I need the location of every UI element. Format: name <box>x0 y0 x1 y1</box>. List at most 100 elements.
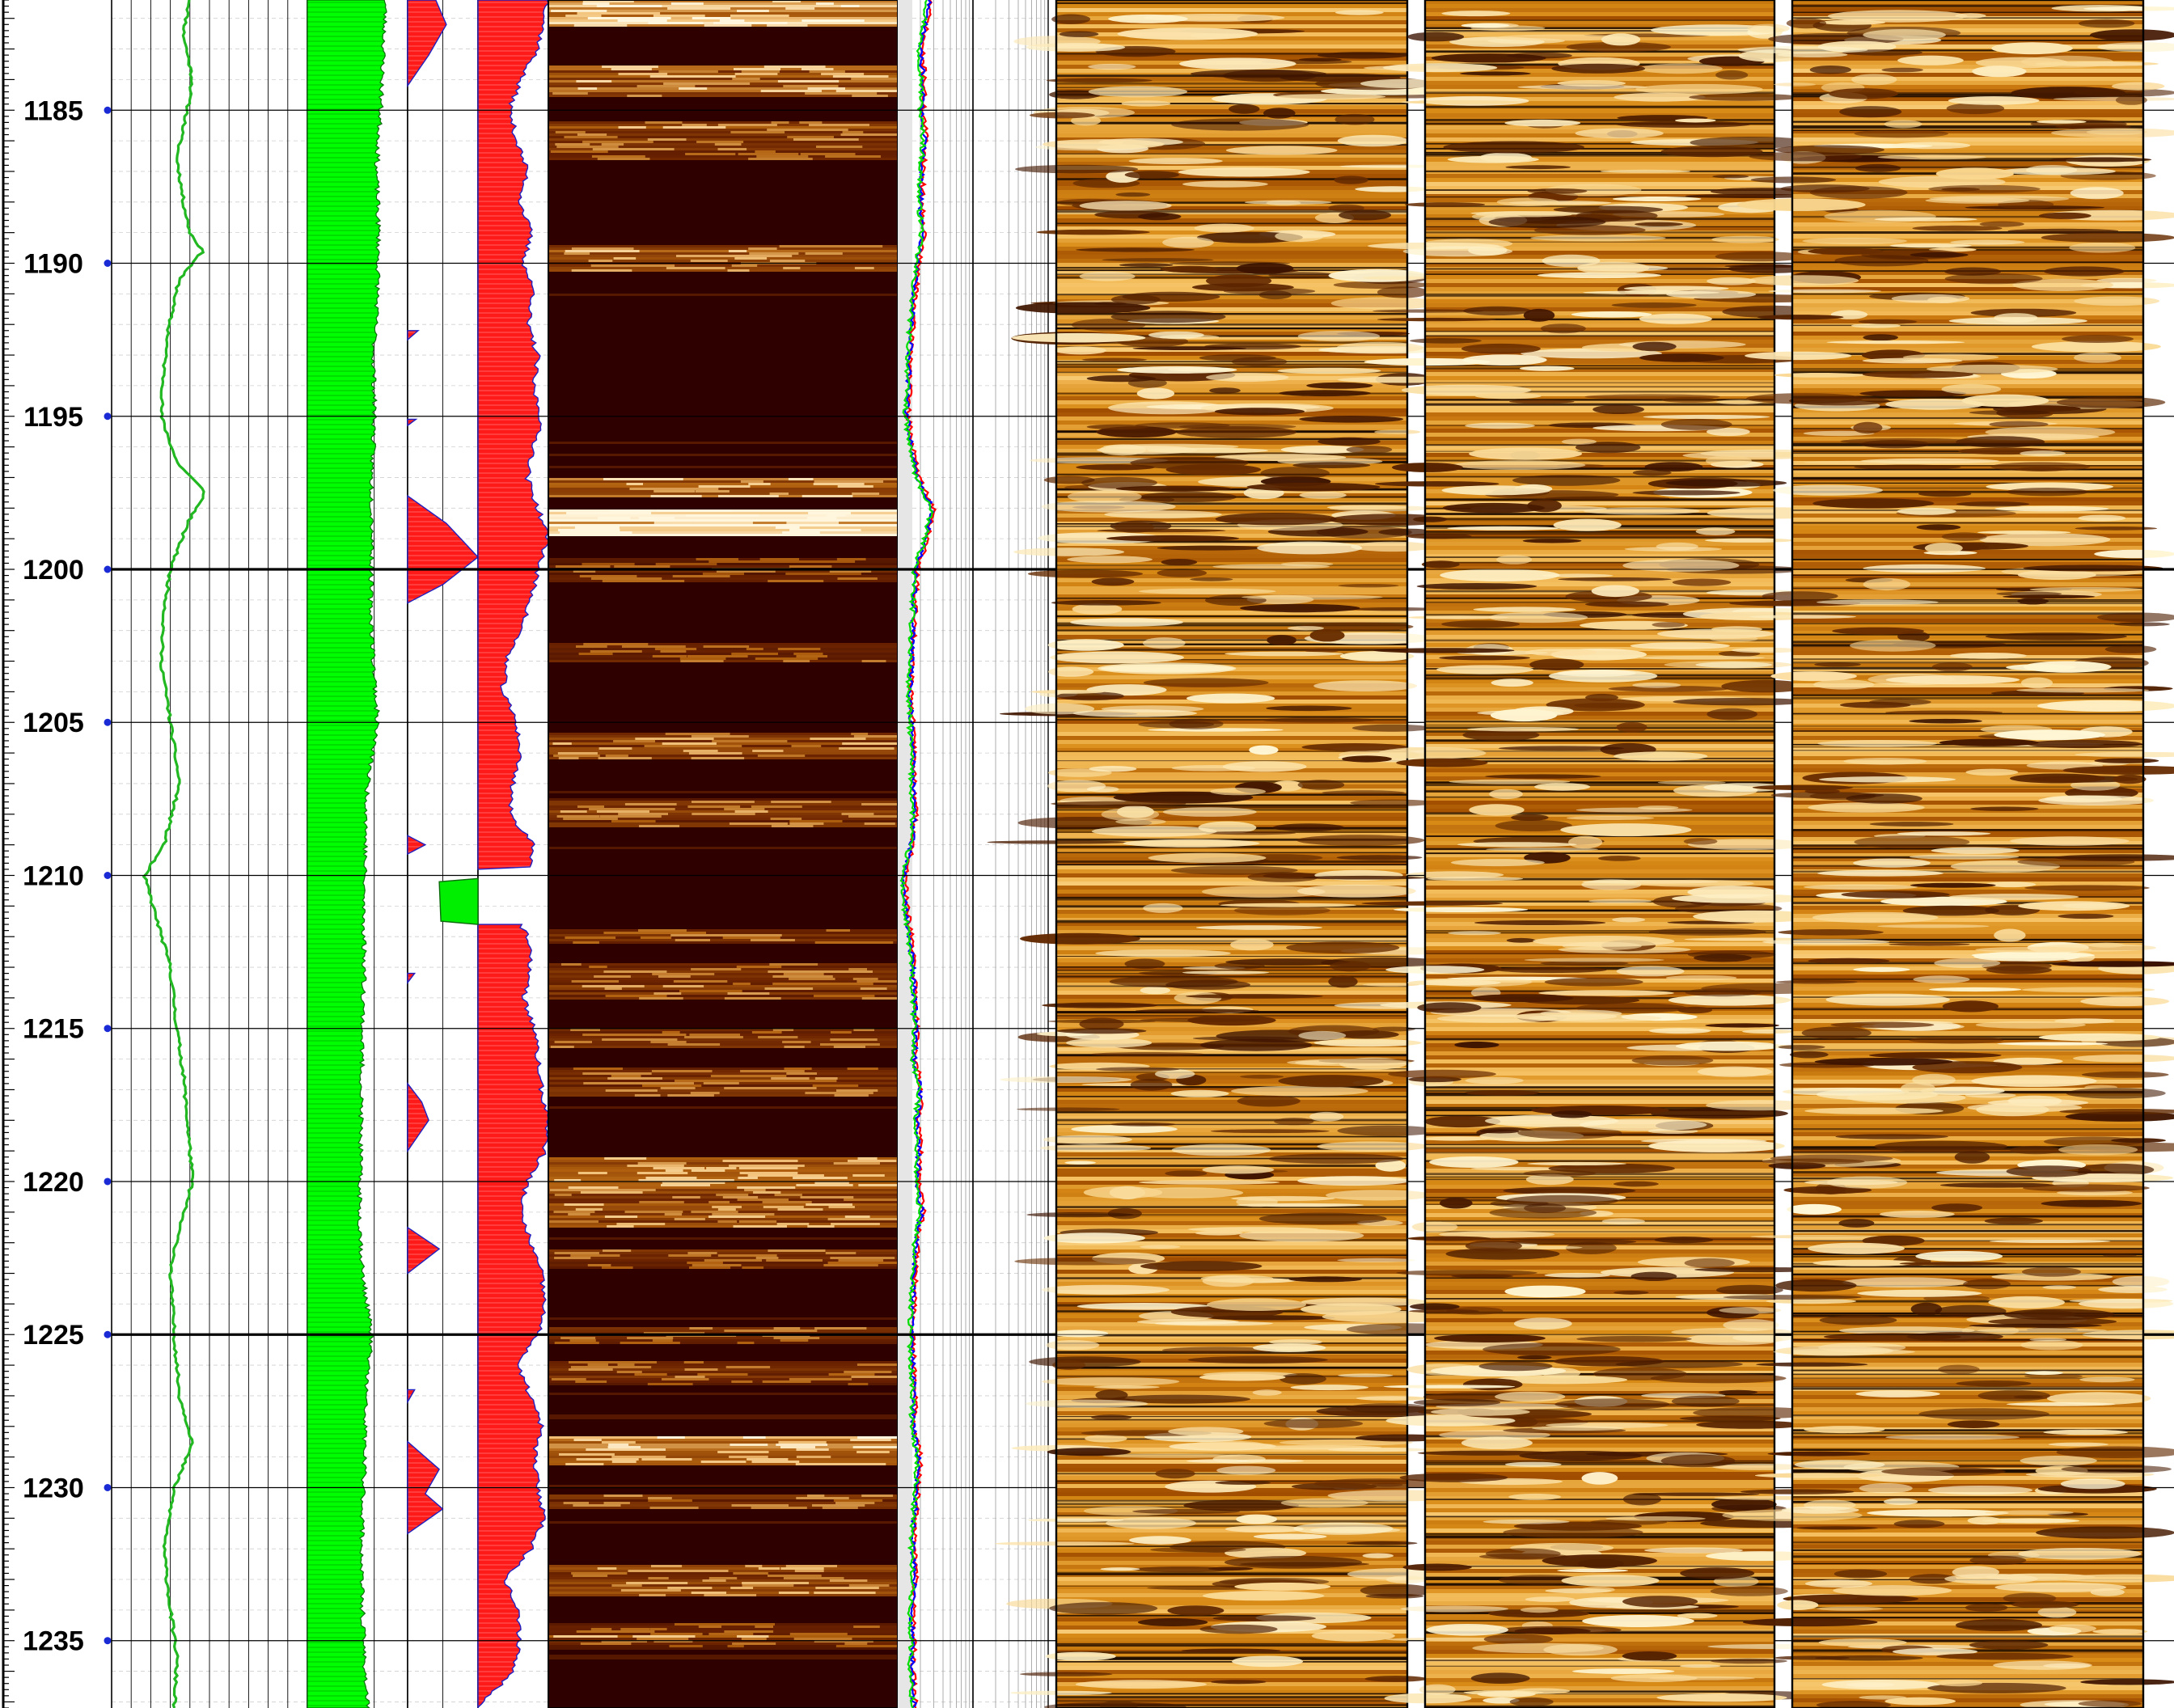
track-5-speck <box>582 563 635 565</box>
track-9-image-blob <box>1893 1520 1945 1528</box>
track-9-image-band <box>1792 671 2143 675</box>
track-5-speck <box>714 143 742 146</box>
track-9-image-band <box>1792 635 2143 639</box>
track-7-image-band <box>1056 772 1407 776</box>
track-5-speck <box>582 2 610 5</box>
track-5-speck <box>814 1592 876 1594</box>
track-7-image-blob <box>1224 1556 1363 1569</box>
track-8-image-band <box>1425 1318 1774 1322</box>
track-9-image-band <box>1792 348 2143 352</box>
track-7-image-band <box>1056 586 1407 590</box>
track-9-image-blob <box>1913 975 1970 983</box>
track-9-image-band <box>1792 1359 2143 1363</box>
track-5-speck <box>704 1259 762 1262</box>
track-5-band <box>548 146 898 148</box>
track-5-band <box>548 1339 898 1342</box>
track-8-image-blob <box>1449 779 1571 784</box>
track-9-image-band <box>1792 934 2143 938</box>
track-5-speck <box>622 645 686 648</box>
track-5-image <box>548 0 923 1708</box>
track-9-image-blob <box>1817 740 1938 747</box>
track-8-image-band <box>1425 388 1774 392</box>
track-5-speck <box>861 803 913 805</box>
track-8-image-blob <box>1378 746 1487 759</box>
track-8-image-blob <box>1361 901 1504 906</box>
track-7-image-band <box>1056 756 1407 760</box>
track-7-image-dark-line <box>1056 1072 1407 1073</box>
track-9-image-blob <box>2083 6 2174 11</box>
track-9-image-dark-line <box>1792 1678 2143 1680</box>
track-8-image-blob <box>1544 978 1643 987</box>
track-7-image-blob <box>1239 1229 1364 1242</box>
track-9-image-band <box>1792 914 2143 918</box>
track-5-speck <box>712 1206 742 1208</box>
track-9-image-band <box>1792 1076 2143 1080</box>
track-9-image-blob <box>2056 1446 2174 1458</box>
track-9-image-blob <box>2070 187 2124 200</box>
track-5-speck <box>703 1082 739 1084</box>
track-5-band <box>548 1383 898 1385</box>
track-8-image-blob <box>1517 1355 1552 1360</box>
track-9-image-band <box>1792 1561 2143 1565</box>
track-9-image-blob <box>1774 82 1816 87</box>
track-5-speck <box>736 966 775 968</box>
track-9-image-blob <box>1794 1460 1885 1469</box>
track-5-speck <box>632 1635 696 1638</box>
track-9-image-blob <box>1993 1660 2092 1670</box>
track-7-image-blob <box>1051 1330 1109 1338</box>
track-8-image-blob <box>1705 538 1795 543</box>
track-9-image-blob <box>2048 1442 2108 1447</box>
depth-label: 1235 <box>23 1626 84 1657</box>
track-7-image-blob <box>1260 467 1330 480</box>
track-5-speck <box>698 1626 721 1628</box>
track-9-image-band <box>1792 873 2143 877</box>
track-8-image-dark-line <box>1425 170 1774 172</box>
track-8-image-band <box>1425 16 1774 20</box>
track-9-image-band <box>1792 1011 2143 1015</box>
track-5-speck <box>814 970 873 973</box>
track-5-speck <box>578 653 613 655</box>
track-8-image-dark-line <box>1425 909 1774 912</box>
track-5-speck <box>691 1592 726 1594</box>
track-8-image-band <box>1425 1080 1774 1084</box>
track-9-image-band <box>1792 340 2143 344</box>
track-9-image-dark-line <box>1792 1230 2143 1232</box>
track-7-image-dark-line <box>1056 1704 1407 1706</box>
track-9-image-band <box>1792 465 2143 469</box>
track-5-band <box>548 1497 898 1499</box>
track-5-speck <box>614 5 662 7</box>
track-5-band <box>548 1441 898 1444</box>
track-7-image-dark-line <box>1056 1239 1407 1241</box>
track-7-image-blob <box>1258 1212 1387 1225</box>
track-7-image-blob <box>1322 790 1406 796</box>
track-5-speck <box>759 534 790 536</box>
track-7-image-band <box>1056 1063 1407 1068</box>
track-7-image-blob <box>1100 1567 1140 1571</box>
track-5-speck <box>598 577 662 580</box>
track-9-image-blob <box>2092 1629 2148 1634</box>
track-7-image-blob <box>1136 387 1175 400</box>
track-5-speck <box>617 1363 635 1366</box>
track-7-image-blob <box>1042 1002 1158 1008</box>
track-9-image-blob <box>1808 802 1925 813</box>
track-5-speck <box>784 1068 812 1070</box>
track-5-speck <box>580 1642 632 1645</box>
track-7-image-blob <box>1297 780 1345 790</box>
track-9-image-blob <box>1817 1606 1884 1611</box>
track-5-speck <box>564 1203 604 1206</box>
track-8-image-blob <box>1445 1248 1560 1260</box>
track-5-speck <box>842 742 898 745</box>
track-7-image-band <box>1056 691 1407 695</box>
track-9-image-dark-line <box>1792 127 2143 129</box>
track-9-image-band <box>1792 1225 2143 1229</box>
track-7-image-blob <box>1110 1122 1176 1127</box>
track-9-image-blob <box>2050 157 2152 163</box>
track-8-image-band <box>1425 894 1774 898</box>
track-9-image-band <box>1792 57 2143 61</box>
track-5-band <box>548 1162 898 1165</box>
track-9-image-dark-line <box>1792 416 2143 419</box>
track-7-image-blob <box>1097 529 1226 533</box>
track-9-image-band <box>1792 263 2143 267</box>
track-9-image-blob <box>2059 1109 2174 1114</box>
track-8-image-blob <box>1707 277 1756 285</box>
